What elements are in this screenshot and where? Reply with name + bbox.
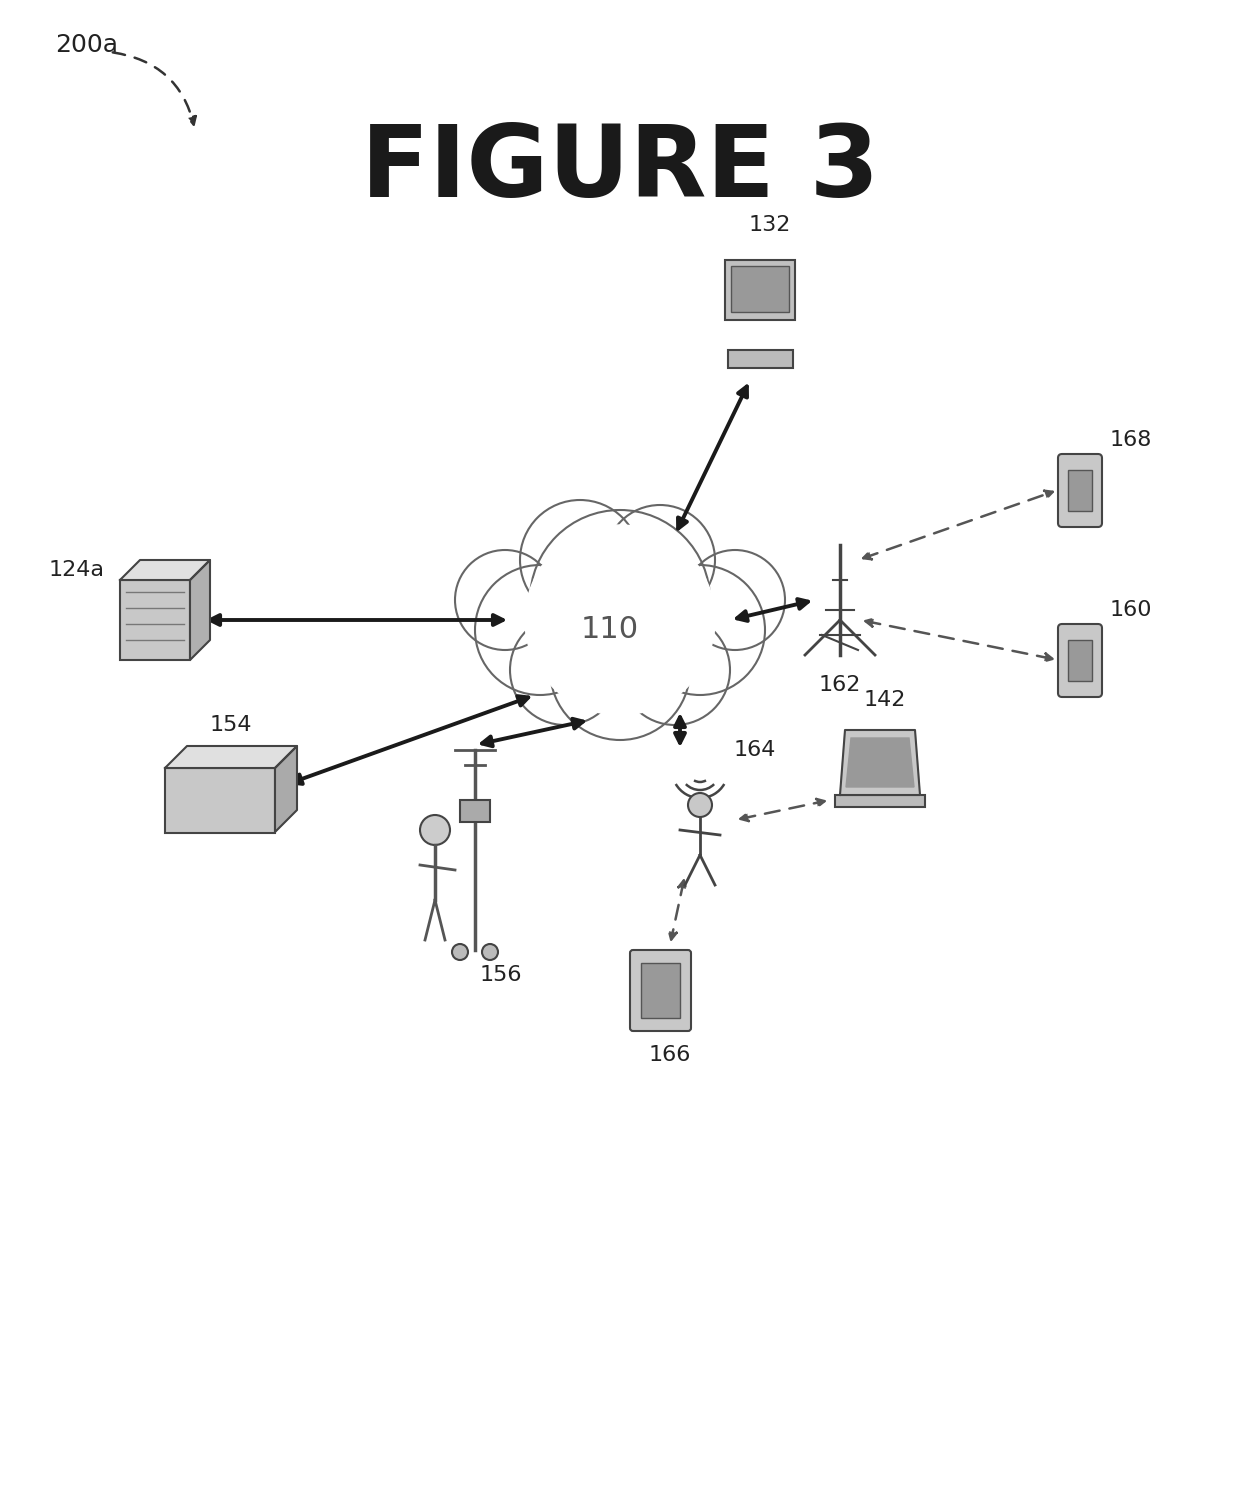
Circle shape xyxy=(482,943,498,960)
Circle shape xyxy=(635,565,765,695)
Circle shape xyxy=(475,565,605,695)
Text: 160: 160 xyxy=(1110,599,1152,620)
FancyBboxPatch shape xyxy=(1058,623,1102,697)
Circle shape xyxy=(551,599,689,740)
Polygon shape xyxy=(120,560,210,580)
Bar xyxy=(835,795,925,807)
Text: 154: 154 xyxy=(210,715,253,734)
Bar xyxy=(165,768,275,834)
Text: 142: 142 xyxy=(864,689,906,710)
Polygon shape xyxy=(165,746,298,768)
Text: 168: 168 xyxy=(1110,430,1152,451)
Bar xyxy=(725,260,795,320)
Bar xyxy=(641,963,680,1018)
Circle shape xyxy=(455,550,556,650)
Text: 162: 162 xyxy=(818,674,862,695)
FancyBboxPatch shape xyxy=(630,949,691,1030)
Bar xyxy=(1068,640,1092,680)
Bar xyxy=(728,350,794,368)
Polygon shape xyxy=(846,737,914,787)
Circle shape xyxy=(684,550,785,650)
Polygon shape xyxy=(190,560,210,659)
Text: 166: 166 xyxy=(649,1045,691,1065)
Text: 124a: 124a xyxy=(50,560,105,580)
FancyBboxPatch shape xyxy=(1058,454,1102,527)
Circle shape xyxy=(420,816,450,846)
Circle shape xyxy=(620,614,730,725)
Circle shape xyxy=(520,500,640,620)
Circle shape xyxy=(510,614,620,725)
Text: 164: 164 xyxy=(734,740,776,760)
Text: 200a: 200a xyxy=(55,33,118,57)
Polygon shape xyxy=(275,746,298,832)
Bar xyxy=(1068,470,1092,511)
FancyArrowPatch shape xyxy=(113,53,196,125)
Text: 132: 132 xyxy=(749,215,791,234)
Circle shape xyxy=(605,505,715,614)
Circle shape xyxy=(525,526,715,715)
Circle shape xyxy=(529,511,711,689)
Circle shape xyxy=(688,793,712,817)
Text: 156: 156 xyxy=(480,964,522,985)
Bar xyxy=(460,801,490,822)
Text: FIGURE 3: FIGURE 3 xyxy=(361,122,879,218)
Bar xyxy=(732,266,789,312)
Polygon shape xyxy=(839,730,920,795)
Circle shape xyxy=(453,943,467,960)
Bar xyxy=(120,580,190,659)
Text: 110: 110 xyxy=(580,616,639,644)
